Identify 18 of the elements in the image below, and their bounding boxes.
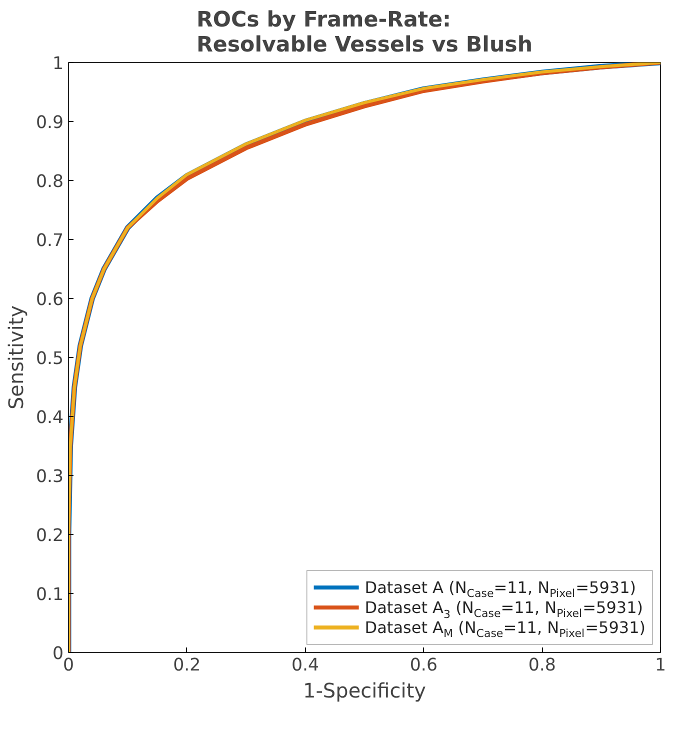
y-tick-label: 0.1 bbox=[36, 585, 64, 605]
y-axis-title: Sensitivity bbox=[4, 305, 28, 410]
x-axis-title: 1-Specificity bbox=[302, 678, 426, 702]
y-tick-label: 0.6 bbox=[36, 290, 64, 310]
x-tick-label: 1 bbox=[654, 656, 666, 676]
y-tick-label: 0.2 bbox=[36, 526, 64, 546]
y-tick-label: 0.4 bbox=[36, 408, 64, 428]
x-tick-label: 0.8 bbox=[528, 656, 556, 676]
y-tick-label: 0.8 bbox=[36, 172, 64, 192]
y-tick-label: 0.5 bbox=[36, 349, 64, 369]
y-tick-label: 0.9 bbox=[36, 113, 64, 133]
x-tick-label: 0.6 bbox=[410, 656, 438, 676]
y-tick-label: 0.7 bbox=[36, 231, 64, 251]
chart-title: ROCs by Frame-Rate: Resolvable Vessels vs Blush bbox=[196, 8, 533, 58]
x-tick-label: 0.4 bbox=[292, 656, 320, 676]
x-tick-label: 0.2 bbox=[173, 656, 201, 676]
y-tick-label: 1 bbox=[52, 54, 64, 74]
y-tick-label: 0.3 bbox=[36, 467, 64, 487]
